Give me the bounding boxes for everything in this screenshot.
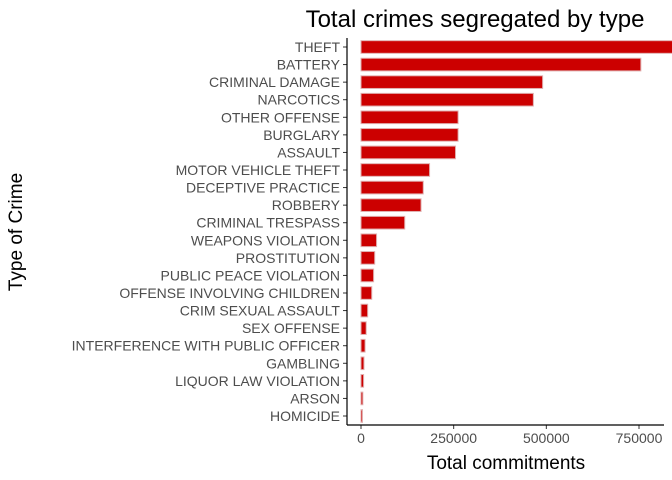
category-label: MOTOR VEHICLE THEFT [176,162,341,178]
category-label: WEAPONS VIOLATION [191,232,340,248]
bar-prostitution [360,251,376,265]
category-label: ARSON [290,390,340,406]
bar-deceptive-practice [360,180,424,195]
y-axis-title: Type of Crime [6,173,27,291]
category-label: INTERFERENCE WITH PUBLIC OFFICER [72,338,340,354]
category-label: ROBBERY [272,197,341,213]
bar-motor-vehicle-theft [360,163,431,177]
category-label: BURGLARY [263,127,340,143]
bar-homicide [360,409,363,423]
category-label: SEX OFFENSE [242,320,340,336]
bar-weapons-violation [360,233,378,248]
category-label: CRIMINAL TRESPASS [196,215,340,231]
category-label: ASSAULT [277,144,340,160]
x-tick-label: 0 [357,430,365,446]
category-label: PUBLIC PEACE VIOLATION [161,267,340,283]
bar-interference-with-public-officer [360,338,366,353]
bar-narcotics [360,92,534,107]
x-tick-label: 500000 [523,430,570,446]
category-label: LIQUOR LAW VIOLATION [175,373,340,389]
category-label: OTHER OFFENSE [221,109,340,125]
x-tick-label: 750000 [616,430,663,446]
bar-robbery [360,198,422,212]
category-label: HOMICIDE [270,408,340,424]
category-label: BATTERY [277,57,341,73]
category-label: THEFT [295,39,341,55]
chart-title: Total crimes segregated by type [306,6,645,33]
bar-battery [360,57,642,72]
bar-criminal-damage [360,75,544,89]
category-label: CRIM SEXUAL ASSAULT [180,303,341,319]
x-tick-label: 250000 [430,430,477,446]
bar-sex-offense [360,321,367,335]
bars-group [360,40,672,423]
category-label: PROSTITUTION [236,250,340,266]
category-label: NARCOTICS [258,92,340,108]
bar-public-peace-violation [360,268,375,283]
bar-burglary [360,128,459,142]
category-label: CRIMINAL DAMAGE [209,74,340,90]
bar-gambling [360,356,365,371]
bar-criminal-trespass [360,215,406,230]
bar-offense-involving-children [360,286,373,300]
x-axis-title: Total commitments [427,453,585,474]
category-label: OFFENSE INVOLVING CHILDREN [119,285,340,301]
category-label: GAMBLING [266,355,340,371]
bar-liquor-law-violation [360,374,365,388]
bar-theft [360,40,672,54]
bar-other-offense [360,110,459,125]
category-label: DECEPTIVE PRACTICE [186,180,340,196]
x-axis-ticks: 0 250000 500000 750000 [357,425,663,446]
bar-arson [360,391,364,406]
bar-crim-sexual-assault [360,303,369,318]
bar-assault [360,145,457,160]
